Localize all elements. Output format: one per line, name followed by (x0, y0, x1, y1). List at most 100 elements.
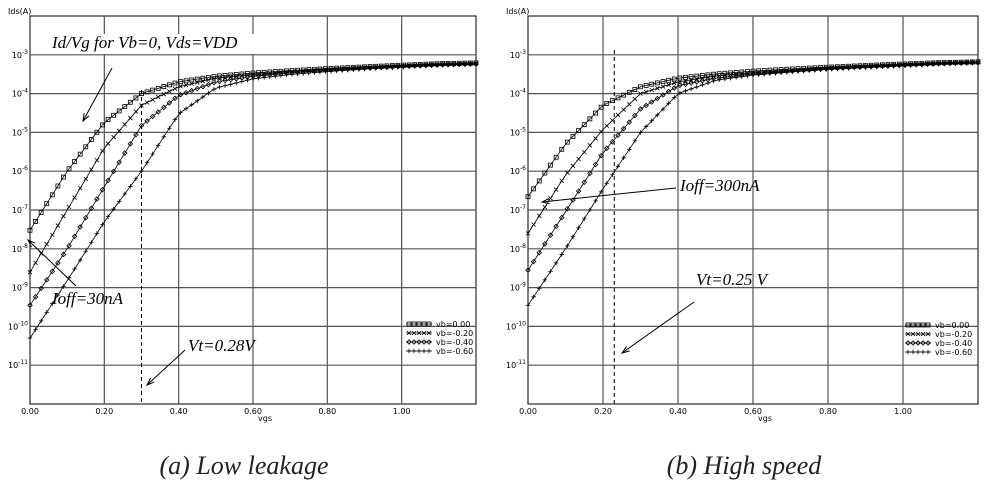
marker-x (426, 330, 432, 336)
marker-diamond (558, 214, 565, 221)
marker-x (655, 86, 660, 91)
marker-x (144, 100, 150, 105)
marker-plus (379, 65, 384, 71)
marker-x (910, 331, 916, 337)
marker-plus (823, 67, 829, 72)
marker-square (621, 92, 627, 98)
marker-plus (362, 66, 367, 72)
marker-diamond (587, 170, 593, 177)
marker-square (33, 219, 38, 224)
marker-diamond (94, 196, 100, 202)
y-tick-label: 10-9 (12, 282, 28, 293)
marker-plus (206, 90, 211, 96)
marker-plus (306, 70, 311, 76)
marker-plus (429, 63, 434, 69)
marker-plus (975, 60, 981, 66)
marker-plus (61, 284, 66, 289)
y-tick-label: 10-7 (12, 204, 28, 215)
marker-plus (38, 318, 44, 324)
marker-plus (256, 76, 261, 81)
marker-diamond (77, 224, 83, 230)
marker-x (610, 118, 615, 123)
chart-panel-high-speed: 10-3 10-4 10-5 10-6 10-7 10-8 10-9 10-10 10-11 0.… (506, 7, 981, 480)
marker-plus (426, 348, 432, 354)
marker-plus (245, 78, 250, 83)
marker-square (915, 322, 921, 328)
marker-diamond (682, 81, 689, 87)
marker-diamond (905, 340, 911, 346)
marker-plus (295, 71, 300, 77)
marker-x (206, 77, 211, 83)
annotation-text: Vt=0.28V (188, 336, 257, 355)
marker-x (559, 178, 565, 184)
marker-diamond (133, 131, 139, 138)
marker-x (100, 148, 105, 154)
marker-x (531, 222, 536, 227)
marker-square (178, 79, 183, 85)
marker-diamond (66, 242, 72, 249)
marker-plus (722, 76, 728, 82)
marker-plus (880, 64, 885, 69)
marker-square (38, 210, 44, 215)
marker-plus (33, 327, 38, 332)
marker-plus (390, 65, 395, 70)
marker-square (660, 79, 666, 85)
marker-plus (795, 69, 801, 74)
marker-plus (857, 65, 863, 71)
marker-diamond (200, 83, 206, 90)
marker-x (615, 112, 621, 118)
marker-diamond (693, 79, 700, 85)
marker-diamond (188, 87, 195, 94)
marker-square (161, 84, 167, 89)
marker-plus (677, 90, 683, 96)
marker-square (416, 321, 422, 327)
marker-square (406, 321, 412, 327)
annotation-arrow (27, 239, 77, 287)
marker-diamond (592, 161, 599, 168)
marker-square (72, 159, 77, 164)
marker-plus (829, 67, 834, 72)
marker-square (638, 84, 643, 90)
marker-plus (910, 349, 916, 355)
arrow-head (145, 377, 155, 386)
marker-square (649, 81, 655, 87)
marker-plus (891, 64, 896, 69)
marker-plus (183, 106, 189, 111)
marker-plus (418, 64, 423, 69)
marker-plus (638, 130, 643, 135)
marker-plus (582, 216, 587, 222)
marker-x (576, 156, 581, 162)
marker-plus (756, 72, 761, 77)
marker-diamond (183, 89, 189, 96)
marker-plus (317, 69, 323, 75)
marker-plus (345, 67, 350, 73)
marker-plus (44, 310, 49, 315)
marker-x (200, 78, 206, 84)
marker-x (666, 82, 671, 88)
marker-plus (128, 184, 133, 189)
y-tick-label: 10-9 (510, 282, 526, 293)
x-tick-label: 0.80 (819, 407, 837, 416)
marker-square (278, 68, 284, 74)
marker-square (44, 201, 50, 207)
marker-plus (920, 349, 926, 355)
marker-plus (111, 206, 116, 212)
marker-plus (655, 112, 660, 118)
marker-plus (930, 62, 936, 67)
marker-plus (531, 294, 536, 300)
marker-square (183, 78, 189, 84)
marker-square (598, 104, 604, 110)
marker-x (33, 260, 38, 266)
marker-plus (178, 110, 183, 115)
marker-x (150, 97, 155, 103)
marker-diamond (38, 285, 44, 292)
marker-plus (434, 63, 440, 68)
marker-plus (807, 68, 812, 73)
marker-plus (312, 70, 317, 75)
marker-diamond (426, 339, 432, 345)
marker-plus (790, 69, 795, 75)
marker-plus (105, 214, 111, 219)
marker-plus (340, 68, 345, 73)
marker-diamond (55, 260, 61, 266)
marker-x (133, 109, 139, 114)
